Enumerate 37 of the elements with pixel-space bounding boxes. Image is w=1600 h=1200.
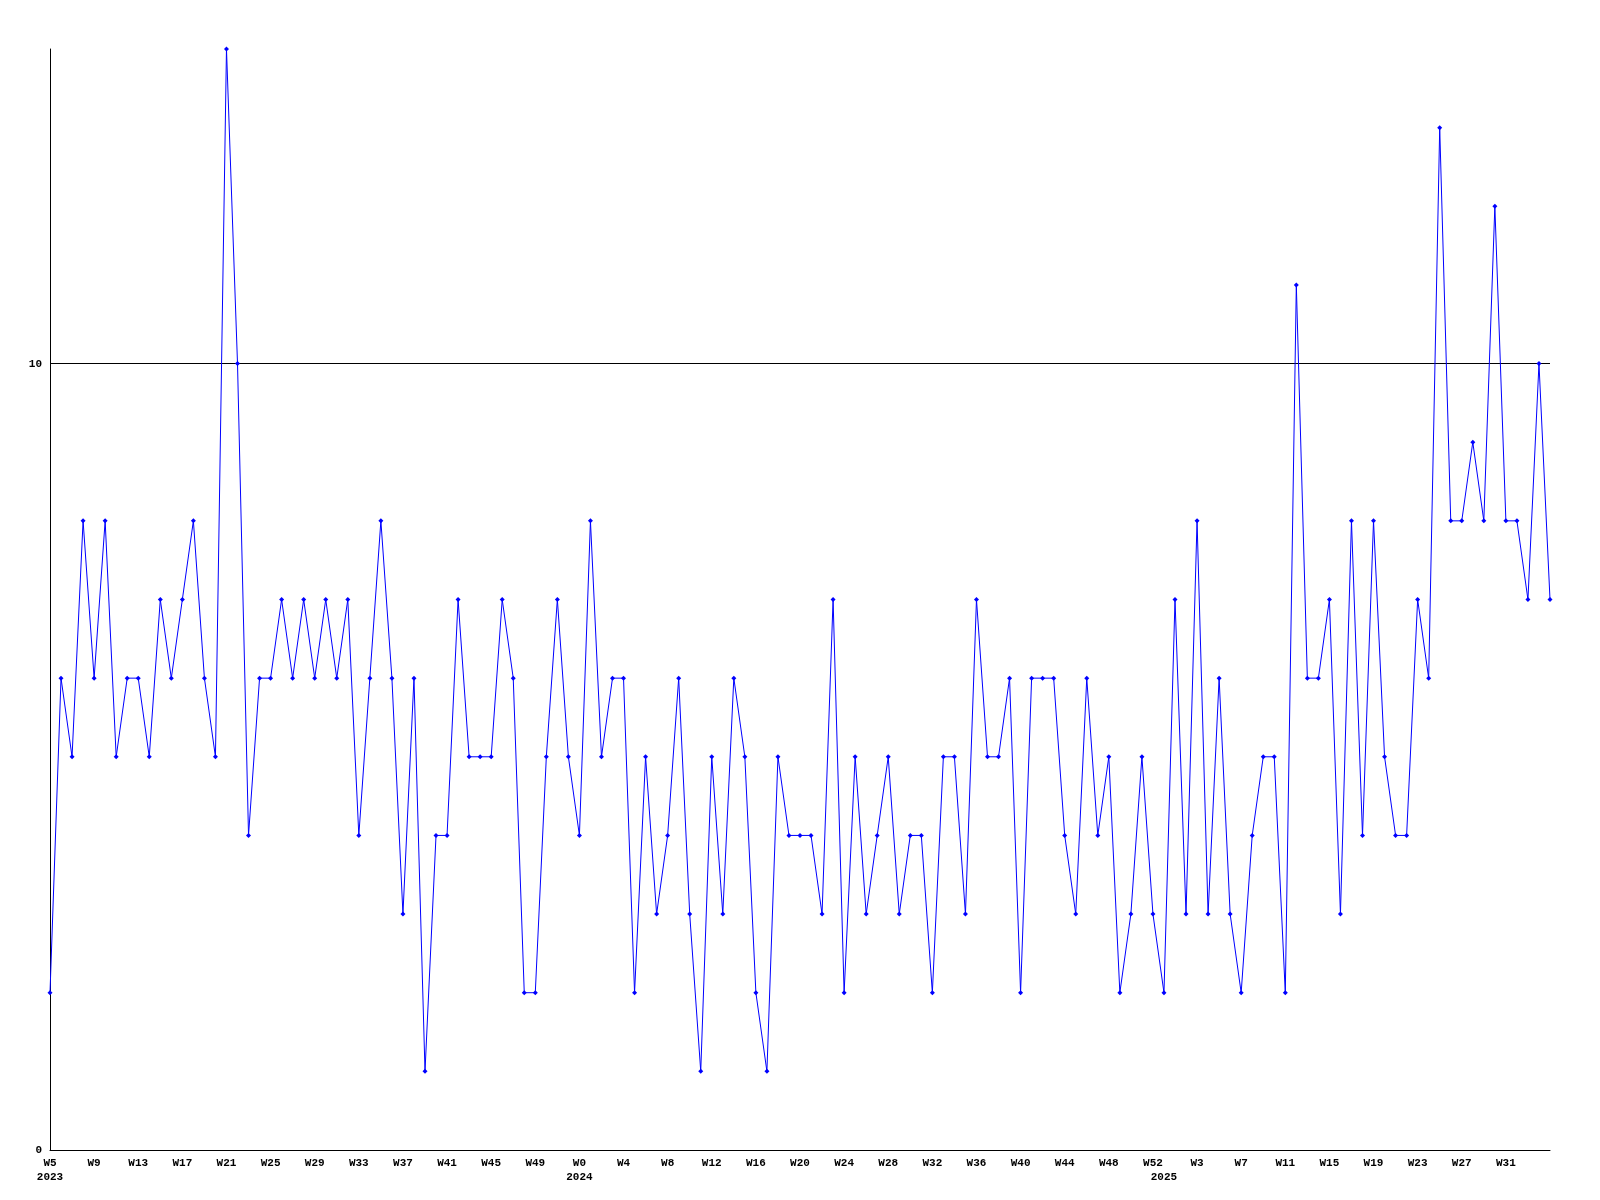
x-tick-label: W40 xyxy=(1010,1157,1031,1169)
x-tick-label: W7 xyxy=(1234,1157,1248,1169)
x-tick-label: W20 xyxy=(790,1157,810,1169)
x-tick-label: W24 xyxy=(834,1157,855,1169)
x-tick-label: W48 xyxy=(1098,1157,1120,1169)
x-tick-label: W13 xyxy=(128,1157,149,1169)
x-tick-label: W32 xyxy=(922,1157,943,1169)
x-tick-label: W12 xyxy=(701,1157,722,1169)
x-tick-label: W52 xyxy=(1143,1157,1163,1169)
x-tick-label: W8 xyxy=(661,1157,675,1169)
x-tick-label: W41 xyxy=(437,1157,458,1169)
x-tick-label: W25 xyxy=(260,1157,281,1169)
x-tick-label: W29 xyxy=(304,1157,325,1169)
y-tick-label: 10 xyxy=(28,357,42,370)
x-tick-label: W17 xyxy=(172,1157,193,1169)
x-tick-label: W9 xyxy=(87,1157,101,1169)
x-tick-label: W31 xyxy=(1495,1157,1517,1169)
y-tick-label: 0 xyxy=(35,1144,42,1156)
x-tick-label: W27 xyxy=(1451,1157,1472,1169)
x-tick-label: W45 xyxy=(481,1157,502,1169)
x-tick-label: W36 xyxy=(966,1157,987,1169)
x-tick-label: W11 xyxy=(1275,1157,1296,1169)
x-tick-label: W23 xyxy=(1407,1157,1428,1169)
x-tick-label: W19 xyxy=(1363,1157,1384,1169)
x-tick-label: W37 xyxy=(393,1157,413,1169)
x-tick-label: W5 2023 xyxy=(36,1157,64,1183)
x-tick-label: W33 xyxy=(348,1157,370,1169)
x-tick-label: W21 xyxy=(216,1157,237,1169)
x-tick-label: 2025 xyxy=(1150,1171,1178,1183)
x-tick-label: W15 xyxy=(1319,1157,1340,1169)
x-tick-label: W49 xyxy=(525,1157,546,1169)
x-tick-label: W44 xyxy=(1054,1157,1075,1169)
x-tick-label: W3 xyxy=(1190,1157,1205,1169)
x-tick-label: W16 xyxy=(745,1157,766,1169)
x-tick-label: W4 xyxy=(616,1157,631,1169)
x-tick-label: W0 2024 xyxy=(566,1157,594,1183)
x-tick-label: W28 xyxy=(878,1157,899,1169)
